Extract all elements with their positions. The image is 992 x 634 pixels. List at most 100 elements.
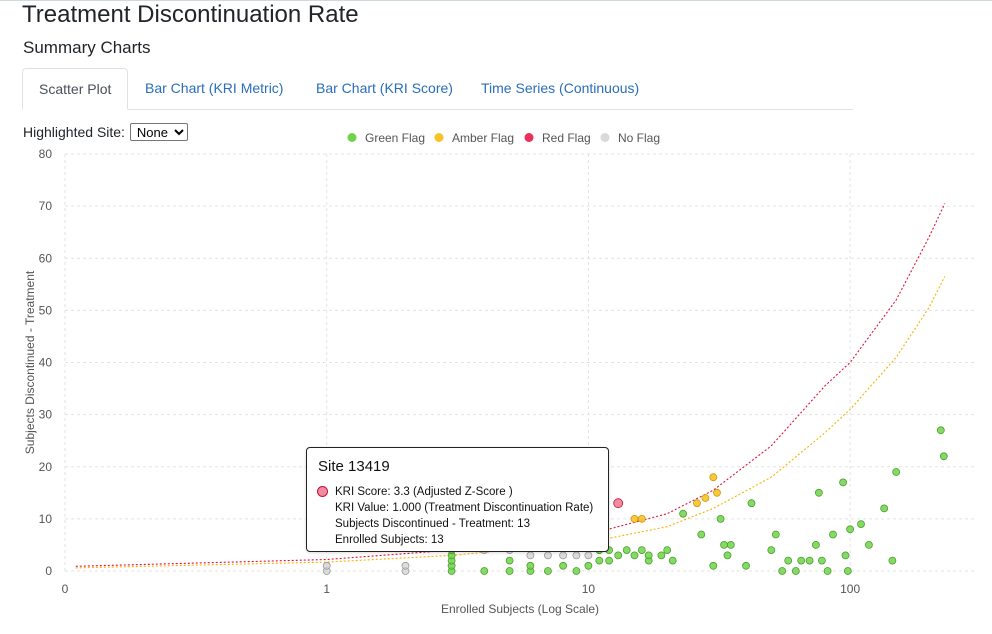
amber-flag-point [693, 499, 701, 508]
amber-flag-point [709, 473, 718, 482]
green-flag-point [663, 546, 672, 554]
no-flag-point [559, 551, 567, 560]
legend-label: No Flag [618, 131, 660, 145]
legend-label: Amber Flag [452, 131, 514, 145]
x-axis-label: Enrolled Subjects (Log Scale) [441, 602, 599, 616]
green-flag-point [559, 561, 567, 570]
green-flag-point [784, 556, 793, 565]
green-flag-point [679, 509, 687, 518]
no-flag-point [322, 561, 331, 570]
green-flag-point [726, 541, 735, 549]
x-tick-label: 100 [840, 582, 860, 596]
green-flag-point [747, 499, 756, 508]
page-title: Treatment Discontinuation Rate [22, 1, 359, 28]
green-flag-point [720, 541, 728, 549]
green-flag-point [815, 488, 823, 497]
tooltip-subjects-discontinued: Subjects Discontinued - Treatment: 13 [335, 518, 530, 530]
green-flag-point [505, 567, 514, 575]
y-tick-label: 70 [39, 199, 53, 213]
legend-swatch-green-flag [347, 133, 357, 142]
section-subtitle: Summary Charts [23, 38, 151, 57]
green-flag-point [841, 551, 850, 560]
green-flag-point [723, 551, 732, 560]
x-tick-label: 10 [582, 582, 596, 596]
site-tooltip: Site 13419 KRI Score: 3.3 (Adjusted Z-Sc… [306, 447, 609, 552]
chart-tabs: Scatter Plot Bar Chart (KRI Metric) Bar … [22, 68, 853, 110]
green-flag-point [644, 551, 653, 560]
green-flag-point [637, 546, 646, 554]
no-flag-point [584, 551, 593, 560]
legend-label: Red Flag [542, 131, 591, 145]
green-flag-point [839, 478, 847, 487]
tooltip-kri-value: KRI Value: 1.000 (Treatment Discontinuat… [335, 502, 594, 514]
tooltip-title: Site 13419 [318, 458, 390, 475]
green-flag-point [823, 567, 832, 575]
tab-bar-chart-kri-score[interactable]: Bar Chart (KRI Score) [316, 80, 453, 96]
green-flag-point [818, 556, 826, 565]
y-tick-label: 10 [39, 512, 53, 526]
y-axis-label: Subjects Discontinued - Treatment [23, 270, 37, 454]
green-flag-point [888, 556, 897, 565]
green-flag-point [526, 561, 535, 570]
y-tick-label: 0 [45, 564, 52, 578]
y-tick-label: 40 [39, 356, 53, 370]
tab-scatter-plot[interactable]: Scatter Plot [22, 68, 129, 110]
amber-threshold-line [75, 276, 946, 569]
legend-label: Green Flag [365, 131, 425, 145]
no-flag-point [526, 551, 535, 560]
tooltip-kri-score: KRI Score: 3.3 (Adjusted Z-Score ) [317, 484, 597, 500]
green-flag-point [742, 561, 750, 570]
legend-swatch-amber-flag [434, 133, 444, 142]
top-divider [0, 0, 992, 1]
green-flag-point [697, 530, 706, 539]
no-flag-point [572, 551, 581, 560]
green-flag-point [936, 426, 945, 435]
green-flag-point [544, 567, 552, 575]
no-flag-point [401, 561, 410, 570]
green-flag-point [812, 541, 820, 549]
y-tick-label: 50 [39, 303, 53, 317]
highlighted-site-filter: Highlighted Site: None [23, 123, 188, 141]
green-flag-point [846, 525, 854, 534]
green-flag-point [791, 567, 800, 575]
y-tick-label: 30 [39, 408, 53, 422]
green-flag-point [778, 567, 787, 575]
green-flag-point [716, 515, 725, 523]
highlighted-site-select[interactable]: None [129, 123, 188, 141]
legend-swatch-no-flag [600, 133, 610, 142]
green-flag-point [892, 468, 901, 476]
amber-flag-point [713, 488, 721, 497]
y-tick-label: 80 [39, 147, 53, 161]
legend-swatch-red-flag [524, 133, 534, 142]
tab-time-series-continuous[interactable]: Time Series (Continuous) [481, 80, 640, 96]
y-tick-label: 60 [39, 251, 53, 265]
tooltip-enrolled-subjects: Enrolled Subjects: 13 [335, 534, 444, 546]
green-flag-point [480, 567, 489, 575]
amber-flag-point [637, 515, 646, 523]
green-flag-point [668, 556, 677, 565]
green-flag-point [767, 546, 776, 554]
green-flag-point [572, 567, 581, 575]
tab-bar-chart-kri-metric[interactable]: Bar Chart (KRI Metric) [145, 80, 284, 96]
y-tick-label: 20 [39, 460, 53, 474]
green-flag-point [843, 567, 852, 575]
green-flag-point [805, 556, 814, 565]
highlighted-site-label: Highlighted Site: [23, 124, 125, 140]
red-flag-point [613, 498, 624, 509]
green-flag-point [595, 556, 604, 565]
green-flag-point [622, 546, 631, 554]
no-flag-point [544, 551, 552, 560]
green-flag-point [657, 551, 666, 560]
amber-flag-point [630, 515, 639, 523]
green-flag-point [630, 551, 639, 560]
green-flag-point [584, 561, 593, 570]
green-flag-point [709, 561, 718, 570]
amber-flag-point [701, 494, 710, 502]
tooltip-kri-score-text: KRI Score: 3.3 (Adjusted Z-Score ) [335, 486, 513, 498]
green-flag-point [865, 541, 873, 549]
green-flag-point [939, 452, 948, 461]
green-flag-point [797, 556, 806, 565]
green-flag-point [505, 556, 514, 565]
green-flag-point [771, 530, 780, 539]
